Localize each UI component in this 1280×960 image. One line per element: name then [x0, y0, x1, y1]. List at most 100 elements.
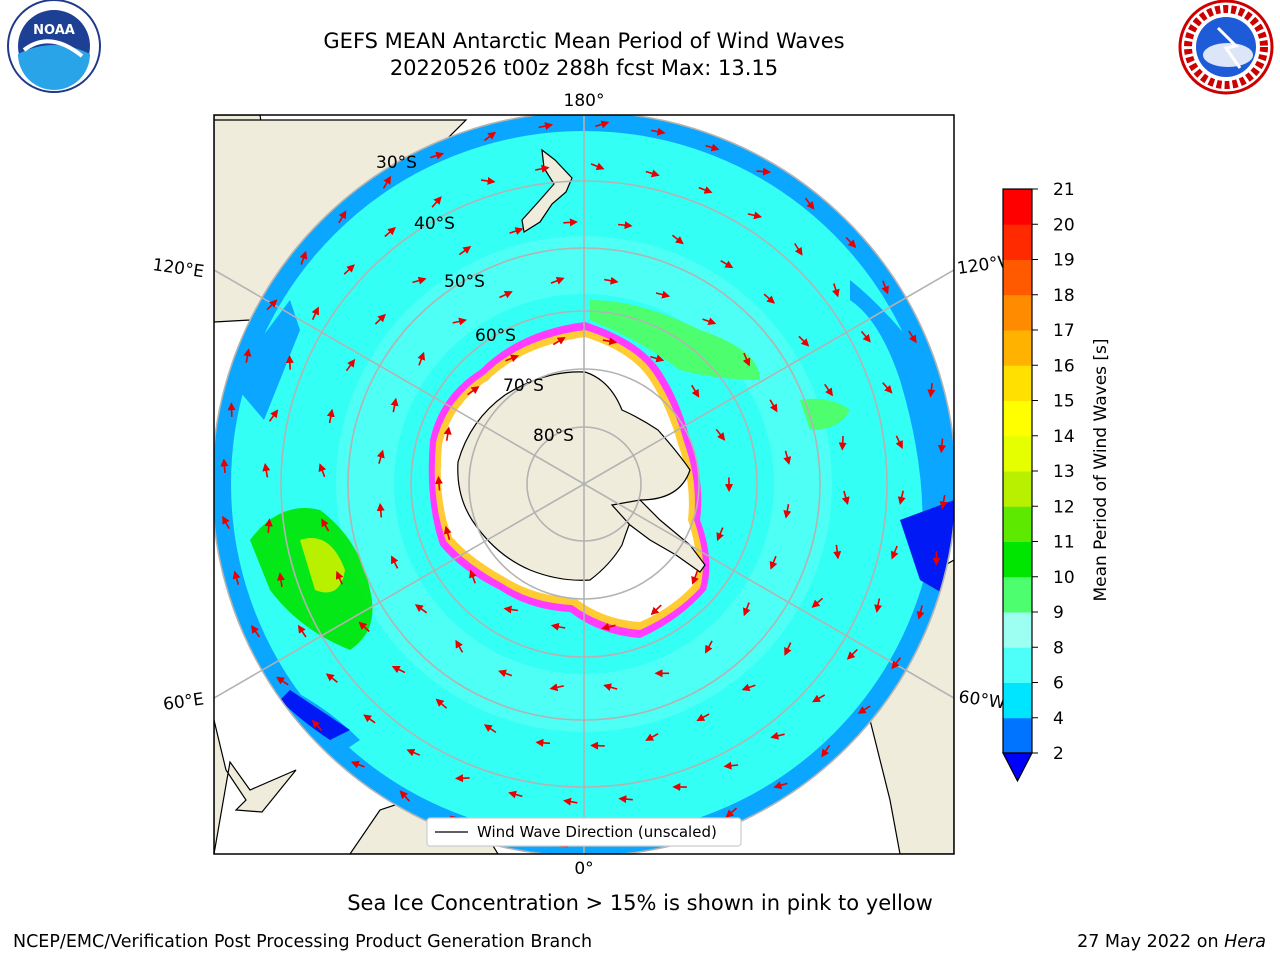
wind-wave-arrow	[742, 602, 751, 617]
wind-wave-arrow	[845, 236, 857, 248]
wind-wave-arrow	[590, 162, 605, 171]
credit-left: NCEP/EMC/Verification Post Processing Pr…	[13, 932, 593, 952]
colorbar-segment	[1003, 506, 1032, 542]
wind-wave-arrow	[927, 383, 936, 398]
antarctica	[428, 322, 710, 638]
colorbar-tick-label: 14	[1053, 427, 1075, 447]
wind-wave-arrow	[483, 724, 497, 734]
wind-wave-arrow	[696, 713, 710, 722]
lon-label-60e: 60°E	[162, 689, 205, 714]
wind-wave-arrow	[469, 569, 477, 584]
wind-wave-arrow	[220, 458, 229, 473]
wind-wave-arrow	[243, 348, 252, 363]
wind-wave-arrow	[747, 211, 763, 220]
caption: Sea Ice Concentration > 15% is shown in …	[347, 891, 933, 915]
colorbar-segment	[1003, 294, 1032, 331]
wind-wave-arrow	[811, 597, 824, 608]
map-area: Wind Wave Direction (unscaled)	[214, 115, 954, 854]
wind-wave-arrow	[299, 250, 308, 265]
wind-wave-arrow	[431, 196, 442, 208]
colorbar-segment	[1003, 189, 1032, 225]
colorbar-segment	[1003, 400, 1032, 437]
colorbar-segment	[1003, 365, 1032, 401]
wind-wave-arrow	[268, 409, 279, 422]
wind-wave-arrow	[604, 276, 619, 285]
wind-wave-arrow	[285, 355, 294, 370]
wind-wave-arrow	[455, 774, 470, 783]
wind-wave-arrow	[563, 218, 578, 227]
wind-wave-arrow	[756, 167, 771, 176]
wind-wave-arrow	[391, 555, 399, 569]
wind-wave-arrow	[645, 169, 660, 178]
wind-wave-arrow	[443, 525, 452, 541]
wind-wave-arrow	[338, 210, 347, 224]
wind-wave-arrow	[563, 797, 578, 806]
wind-wave-arrow	[897, 490, 906, 505]
wind-wave-arrow	[821, 744, 831, 758]
wind-wave-arrow	[232, 570, 241, 585]
credit-date: 27 May 2022 on	[1077, 932, 1219, 952]
wind-wave-arrow	[318, 463, 327, 478]
wind-wave-arrow	[311, 306, 319, 321]
wind-wave-arrow	[618, 221, 633, 230]
wind-wave-arrow	[552, 336, 566, 346]
lat-label-80s: 80°S	[533, 426, 574, 446]
legend-label: Wind Wave Direction (unscaled)	[477, 823, 717, 841]
colorbar-tick-label: 2	[1053, 744, 1064, 764]
wind-wave-arrow	[783, 450, 792, 465]
wind-wave-arrow	[276, 676, 289, 686]
colorbar-tick-label: 21	[1053, 180, 1075, 200]
wind-wave-arrow	[763, 293, 775, 304]
wind-wave-arrow	[618, 795, 633, 804]
wind-wave-arrow	[671, 234, 684, 245]
noaa-logo-text: NOAA	[33, 23, 75, 38]
wind-wave-arrow	[458, 245, 472, 256]
wind-wave-arrow	[266, 299, 278, 311]
colorbar-segment	[1003, 259, 1032, 296]
colorbar-segment	[1003, 647, 1032, 683]
wind-wave-arrow	[723, 761, 739, 770]
wind-wave-arrow	[804, 197, 815, 210]
wind-wave-arrow	[769, 399, 778, 413]
colorbar-tick-label: 11	[1053, 533, 1075, 553]
nws-logo	[1178, 0, 1274, 95]
wind-wave-arrow	[538, 122, 554, 130]
wind-wave-arrow	[406, 748, 421, 757]
colorbar-tick-label: 8	[1053, 638, 1064, 658]
wind-wave-arrow	[503, 605, 519, 614]
wind-wave-arrow	[824, 383, 834, 397]
wind-wave-arrow	[414, 604, 428, 614]
wind-wave-arrow	[505, 354, 519, 363]
wind-wave-arrow	[895, 435, 903, 449]
wind-wave-arrow	[645, 733, 659, 741]
wind-wave-arrow	[483, 131, 497, 142]
colorbar-segment	[1003, 541, 1032, 578]
wind-wave-arrow	[222, 515, 230, 529]
lat-label-60s: 60°S	[475, 326, 516, 346]
wind-wave-arrow	[812, 694, 826, 703]
wind-wave-arrow	[881, 280, 889, 295]
wind-wave-arrow	[590, 741, 605, 750]
wind-wave-arrow	[297, 624, 307, 638]
wind-wave-arrow	[363, 714, 376, 724]
wind-wave-arrow	[384, 226, 396, 238]
wind-wave-arrow	[841, 490, 850, 506]
wind-wave-arrow	[343, 264, 355, 275]
wind-wave-arrow	[798, 335, 810, 347]
wind-wave-arrow	[321, 518, 330, 532]
colorbar-segment	[1003, 717, 1032, 754]
wind-wave-arrow	[650, 604, 662, 616]
wind-wave-arrow	[833, 544, 842, 560]
colorbar-tick-label: 4	[1053, 709, 1064, 729]
colorbar-tick-label: 19	[1053, 251, 1075, 271]
wind-wave-arrow	[277, 572, 285, 588]
wind-wave-arrow	[769, 555, 778, 570]
wind-wave-arrow	[550, 276, 565, 285]
wind-wave-arrow	[741, 683, 756, 692]
wind-wave-arrow	[443, 426, 452, 441]
colorbar-segment	[1003, 330, 1032, 366]
colorbar-segment	[1003, 435, 1032, 472]
wind-wave-arrow	[509, 227, 524, 235]
wind-wave-arrow	[655, 290, 671, 299]
wind-wave-arrow	[691, 570, 699, 585]
